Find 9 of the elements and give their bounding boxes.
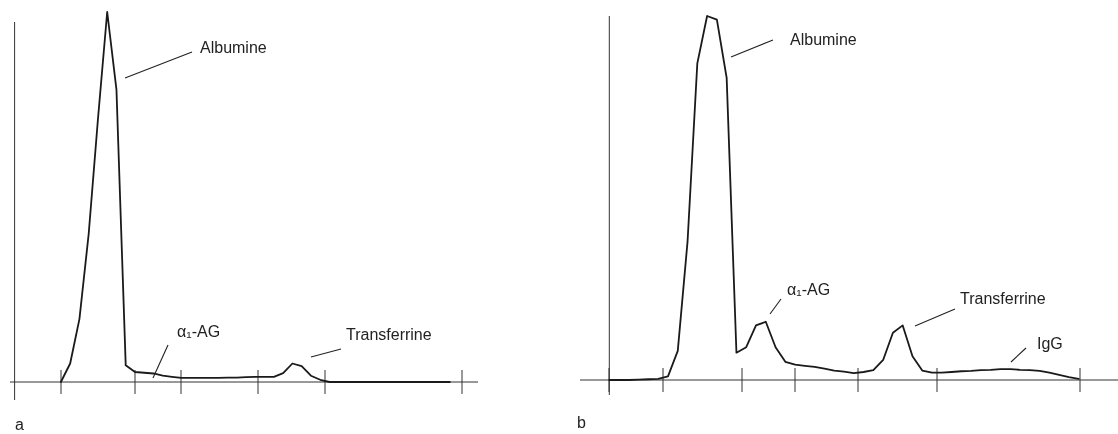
annotation: Transferrine (960, 290, 1046, 307)
text: a (15, 416, 24, 433)
annotation: Transferrine (346, 326, 432, 343)
annotation: Albumine (790, 31, 857, 48)
annotation: Albumine (200, 39, 267, 56)
text: b (577, 414, 586, 431)
annotation: IgG (1037, 335, 1063, 352)
annotation: α₁-AG (177, 323, 221, 340)
annotation: α₁-AG (787, 281, 831, 298)
